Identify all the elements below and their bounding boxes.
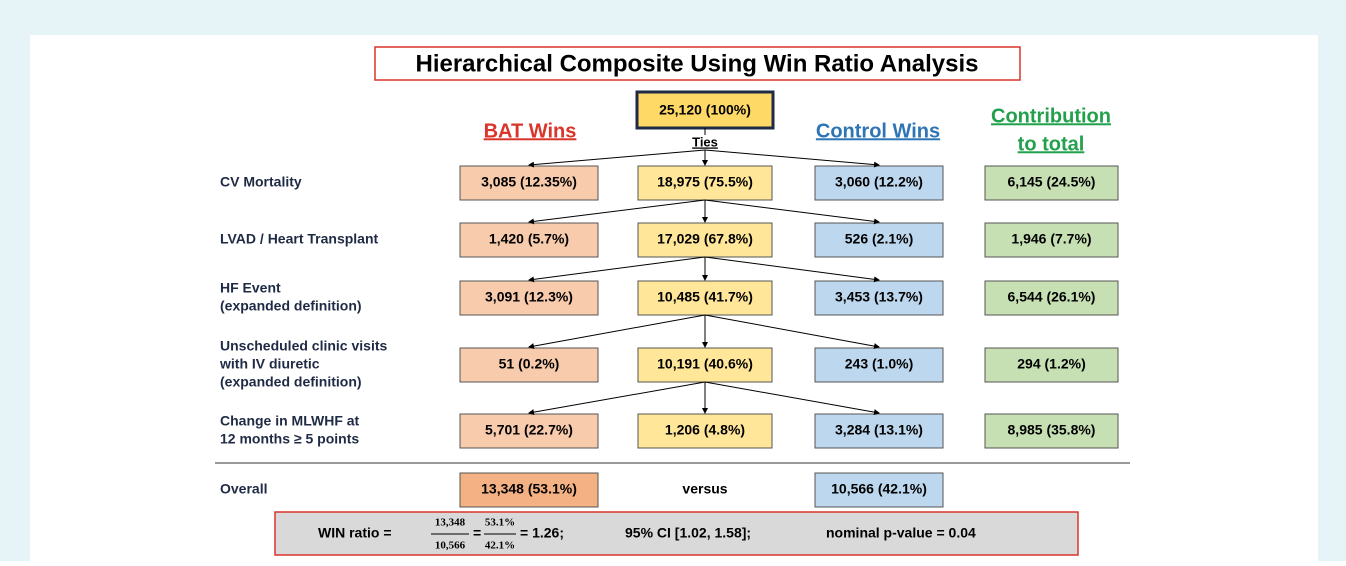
fraction-den: 42.1% (485, 540, 515, 552)
arrow (704, 314, 880, 350)
row-label: LVAD / Heart Transplant (220, 231, 379, 247)
formula-text: nominal p-value = 0.04 (826, 525, 976, 541)
versus: versus (682, 481, 727, 497)
bat-header: BAT Wins (484, 120, 577, 142)
value-box (459, 165, 599, 201)
value-box (814, 165, 944, 201)
title: Hierarchical Composite Using Win Ratio A… (415, 50, 978, 77)
arrow (704, 149, 880, 168)
value-box (814, 280, 944, 316)
value-text: 1,946 (7.7%) (1011, 231, 1091, 247)
value-text: 3,453 (13.7%) (835, 289, 923, 305)
value-text: 3,085 (12.35%) (481, 174, 577, 190)
value-text: 1,206 (4.8%) (665, 422, 745, 438)
formula-box (274, 511, 1079, 556)
row-label: Overall (220, 481, 267, 497)
value-box (814, 472, 944, 508)
row-label: with IV diuretic (219, 356, 320, 372)
top-value: 25,120 (100%) (659, 102, 751, 118)
top-box (635, 90, 775, 130)
value-box (637, 413, 773, 449)
row-label: 12 months ≥ 5 points (220, 431, 359, 447)
value-box (637, 280, 773, 316)
formula-text: 95% CI [1.02, 1.58]; (625, 525, 751, 541)
value-box (984, 413, 1119, 449)
value-box (459, 280, 599, 316)
ties-header: Ties (692, 134, 718, 149)
value-text: 6,145 (24.5%) (1008, 174, 1096, 190)
value-text: 6,544 (26.1%) (1008, 289, 1096, 305)
value-box (984, 347, 1119, 383)
formula-text: = (473, 525, 481, 541)
value-box (984, 165, 1119, 201)
value-box (459, 347, 599, 383)
formula-text: WIN ratio = (318, 525, 392, 541)
fraction-den: 10,566 (435, 540, 466, 552)
row-label: Unscheduled clinic visits (220, 338, 387, 354)
value-box (459, 413, 599, 449)
value-box (459, 472, 599, 508)
value-text: 3,284 (13.1%) (835, 422, 923, 438)
arrow (704, 381, 880, 416)
value-text: 294 (1.2%) (1017, 356, 1085, 372)
arrow (528, 199, 706, 225)
value-text: 10,566 (42.1%) (831, 481, 927, 497)
value-box (459, 222, 599, 258)
value-text: 17,029 (67.8%) (657, 231, 753, 247)
value-box (814, 413, 944, 449)
value-text: 526 (2.1%) (845, 231, 913, 247)
value-box (637, 165, 773, 201)
value-text: 3,060 (12.2%) (835, 174, 923, 190)
contribution-header: Contribution (991, 105, 1111, 127)
value-text: 3,091 (12.3%) (485, 289, 573, 305)
value-text: 10,191 (40.6%) (657, 356, 753, 372)
arrow (528, 149, 706, 168)
value-box (637, 347, 773, 383)
arrow (704, 256, 880, 283)
value-box (984, 222, 1119, 258)
arrow (528, 314, 706, 350)
value-text: 8,985 (35.8%) (1008, 422, 1096, 438)
row-label: HF Event (220, 280, 281, 296)
row-label: (expanded definition) (220, 298, 362, 314)
row-label: (expanded definition) (220, 374, 362, 390)
title-box (374, 46, 1021, 81)
value-text: 1,420 (5.7%) (489, 231, 569, 247)
fraction-num: 53.1% (485, 517, 515, 529)
contribution-header: to total (1018, 133, 1085, 155)
row-label: Change in MLWHF at (220, 413, 360, 429)
value-text: 5,701 (22.7%) (485, 422, 573, 438)
formula-text: = 1.26; (520, 525, 564, 541)
value-box (984, 280, 1119, 316)
fraction-num: 13,348 (435, 517, 466, 529)
arrow (528, 381, 706, 416)
value-text: 51 (0.2%) (499, 356, 560, 372)
row-label: CV Mortality (220, 174, 302, 190)
control-header: Control Wins (816, 120, 940, 142)
value-text: 243 (1.0%) (845, 356, 913, 372)
arrow (528, 256, 706, 283)
value-box (637, 222, 773, 258)
value-text: 18,975 (75.5%) (657, 174, 753, 190)
value-box (814, 222, 944, 258)
value-text: 10,485 (41.7%) (657, 289, 753, 305)
arrow (704, 199, 880, 225)
value-text: 13,348 (53.1%) (481, 481, 577, 497)
